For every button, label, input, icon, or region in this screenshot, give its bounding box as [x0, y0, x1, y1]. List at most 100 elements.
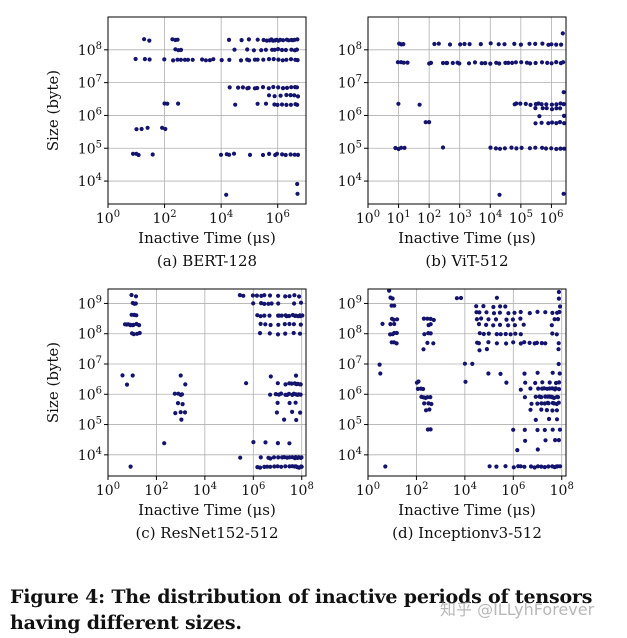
- data-point: [533, 394, 538, 399]
- data-point: [262, 293, 267, 298]
- data-point: [470, 361, 475, 366]
- data-point: [259, 301, 264, 306]
- data-point: [298, 392, 303, 397]
- data-point: [271, 84, 276, 90]
- data-point: [532, 465, 537, 470]
- data-point: [557, 309, 562, 315]
- data-point: [267, 293, 273, 298]
- data-point: [518, 341, 523, 346]
- data-point: [484, 322, 489, 327]
- data-point: [232, 47, 237, 52]
- data-point: [276, 47, 281, 52]
- data-point: [556, 400, 561, 405]
- data-point: [549, 102, 555, 107]
- x-tick-label: 103: [448, 209, 472, 227]
- data-point: [518, 42, 524, 47]
- data-point: [458, 295, 464, 301]
- data-point: [283, 331, 288, 336]
- data-point: [557, 371, 562, 376]
- y-tick-label: 106: [338, 106, 362, 124]
- data-point: [546, 121, 551, 126]
- data-point: [497, 192, 502, 197]
- data-point: [476, 341, 481, 346]
- data-point: [493, 146, 498, 151]
- x-tick-label: 101: [386, 209, 410, 227]
- data-point: [555, 317, 561, 322]
- data-point: [481, 331, 486, 337]
- data-point: [491, 304, 496, 310]
- data-point: [440, 60, 446, 66]
- data-point: [511, 340, 516, 345]
- data-point: [533, 60, 538, 66]
- data-point: [496, 42, 501, 47]
- data-point: [522, 427, 527, 432]
- data-point: [498, 371, 503, 376]
- x-axis-label: Inactive Time (μs): [398, 229, 536, 247]
- data-point: [145, 125, 150, 130]
- data-point: [486, 371, 491, 376]
- data-point: [554, 332, 559, 337]
- data-point: [255, 85, 260, 91]
- watermark-text: 知乎 @ILLyhForever: [440, 600, 595, 619]
- data-point: [547, 380, 552, 385]
- data-point: [497, 61, 502, 66]
- data-point: [266, 301, 271, 306]
- data-point: [528, 407, 533, 412]
- data-point: [535, 447, 540, 452]
- data-point: [497, 146, 503, 151]
- data-point: [447, 42, 453, 47]
- data-point: [276, 85, 281, 90]
- data-point: [282, 417, 287, 422]
- data-point: [289, 381, 294, 386]
- data-point: [497, 310, 502, 315]
- data-point: [395, 317, 400, 322]
- data-point: [268, 464, 273, 469]
- data-point: [299, 455, 304, 460]
- data-point: [535, 464, 541, 469]
- data-point: [527, 340, 532, 345]
- data-point: [549, 146, 554, 151]
- data-point: [523, 380, 528, 385]
- data-point: [279, 47, 285, 53]
- data-point: [255, 313, 260, 318]
- data-point: [273, 392, 278, 397]
- data-point: [150, 152, 155, 157]
- data-point: [266, 93, 272, 98]
- data-point: [556, 341, 561, 346]
- figure-caption: Figure 4: The distribution of inactive p…: [10, 586, 593, 634]
- data-point: [227, 85, 232, 90]
- x-tick-label: 100: [356, 209, 380, 227]
- data-point: [183, 382, 188, 387]
- data-point: [423, 408, 429, 413]
- data-point: [247, 58, 252, 63]
- data-point: [279, 464, 284, 469]
- data-point: [504, 317, 509, 322]
- data-point: [300, 313, 305, 318]
- data-point: [543, 341, 548, 346]
- data-point: [401, 60, 406, 65]
- data-point: [258, 321, 263, 326]
- data-point: [295, 37, 300, 42]
- data-point: [268, 374, 273, 379]
- data-point: [295, 102, 300, 107]
- data-point: [211, 57, 216, 62]
- data-point: [260, 152, 266, 158]
- data-point: [518, 464, 523, 469]
- data-point: [288, 152, 293, 157]
- x-tick-label: 100: [356, 481, 380, 499]
- data-point: [417, 102, 422, 107]
- data-point: [474, 304, 479, 309]
- data-point: [527, 146, 533, 151]
- data-point: [509, 60, 515, 65]
- data-point: [261, 37, 266, 43]
- y-tick-label: 106: [78, 385, 102, 403]
- data-point: [477, 348, 482, 353]
- data-point: [185, 57, 191, 62]
- data-point: [176, 101, 181, 106]
- data-point: [554, 417, 560, 422]
- data-point: [136, 152, 141, 158]
- data-point: [550, 408, 555, 413]
- data-point: [553, 438, 558, 443]
- data-point: [133, 301, 138, 306]
- data-point: [288, 57, 294, 62]
